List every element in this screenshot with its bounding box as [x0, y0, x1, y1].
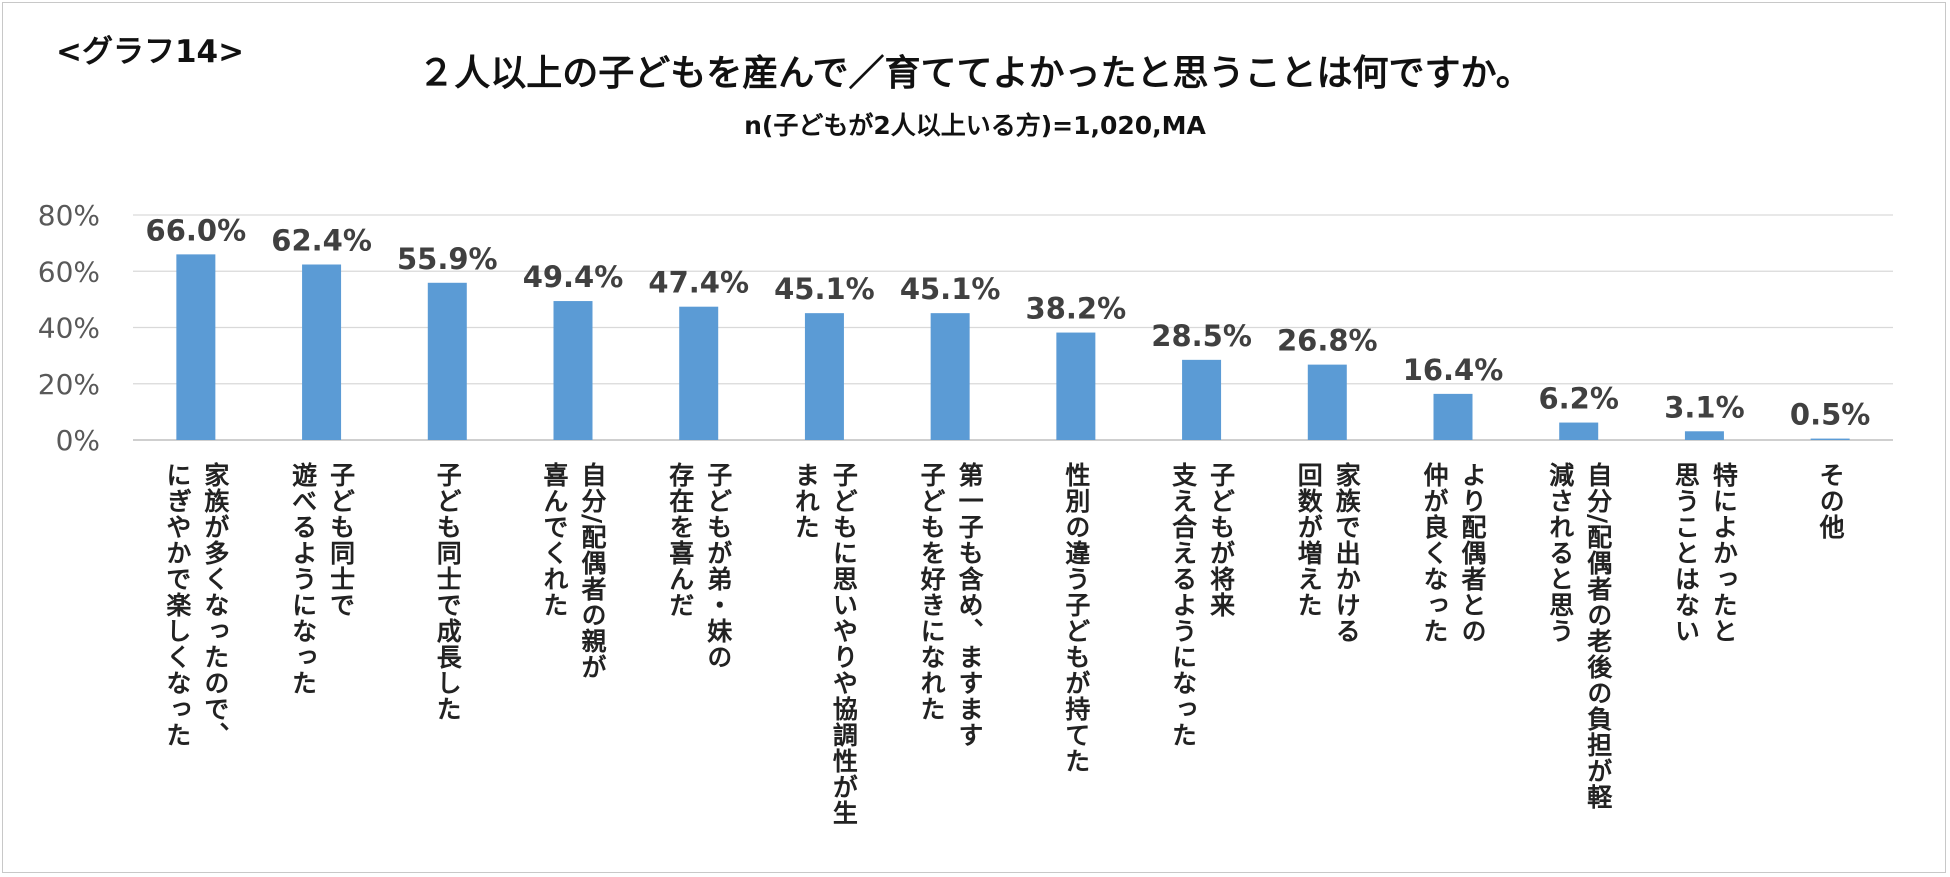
bar: [804, 313, 844, 440]
category-label-line: 第一子も含め、ますます: [955, 462, 985, 748]
category-label: 家族で出かける 回数が増えた: [1291, 462, 1363, 644]
data-label: 66.0%: [146, 213, 247, 247]
data-label: 38.2%: [1026, 292, 1127, 326]
category-label-line: 仲が良くなった: [1420, 462, 1449, 644]
category-label-line: 家族が多くなったので、: [200, 462, 230, 748]
data-label: 26.8%: [1277, 324, 1378, 358]
bar: [679, 306, 719, 440]
category-label: 自分/配偶者の親が 喜んでくれた: [537, 462, 609, 680]
category-label-line: 自分/配偶者の親が: [578, 462, 607, 681]
data-label: 49.4%: [523, 260, 624, 294]
category-label: 第一子も含め、ますます 子どもを好きになれた: [914, 462, 986, 748]
y-tick-label: 20%: [38, 368, 100, 401]
category-label-line: 遊べるようになった: [288, 462, 318, 696]
category-label: その他: [1813, 462, 1847, 540]
category-label: 子ども同士で成長した: [430, 462, 464, 722]
data-label: 16.4%: [1403, 353, 1504, 387]
category-label: 子どもに思いやりや協調性が生 まれた: [788, 462, 860, 826]
category-label-line: 家族で出かける: [1332, 462, 1362, 644]
data-label: 3.1%: [1664, 390, 1744, 424]
category-label-line: 減されると思う: [1545, 462, 1575, 644]
category-label-line: 存在を喜んだ: [665, 462, 695, 618]
chart-tag: <グラフ14>: [56, 34, 245, 70]
bar: [1559, 422, 1599, 440]
category-label: より配偶者との 仲が良くなった: [1417, 462, 1489, 644]
category-label-line: 自分/配偶者の老後の負担が軽: [1583, 462, 1613, 811]
data-label: 6.2%: [1538, 382, 1618, 416]
category-label-line: より配偶者との: [1458, 462, 1487, 644]
data-label: 45.1%: [774, 272, 875, 306]
category-label: 性別の違う子どもが持てた: [1059, 462, 1093, 774]
category-label-line: 子ども同士で成長した: [433, 462, 463, 722]
category-label-line: 支え合えるようになった: [1168, 462, 1198, 748]
category-label-line: 喜んでくれた: [540, 462, 569, 618]
data-label: 55.9%: [397, 242, 498, 276]
bar: [1433, 393, 1473, 440]
chart-subtitle: n(子どもが2人以上いる方)=1,020,MA: [744, 111, 1206, 140]
bar: [1684, 431, 1724, 440]
chart-title: ２人以上の子どもを産んで／育ててよかったと思うことは何ですか。: [418, 53, 1532, 94]
category-label-line: 子どもに思いやりや協調性が生: [829, 462, 859, 826]
bar: [1182, 359, 1222, 440]
y-tick-label: 0%: [56, 424, 100, 457]
y-tick-label: 80%: [38, 199, 100, 232]
y-tick-label: 40%: [38, 312, 100, 345]
category-label-line: 子どもを好きになれた: [917, 462, 947, 722]
category-label-line: まれた: [791, 462, 821, 540]
category-label-line: 子どもが弟・妹の: [703, 462, 733, 670]
category-label: 子どもが弟・妹の 存在を喜んだ: [663, 462, 735, 670]
category-label-line: 回数が増えた: [1294, 462, 1324, 618]
category-label: 子ども同士で 遊べるようになった: [286, 462, 358, 696]
bar: [1307, 364, 1347, 440]
category-label-line: 特によかったと: [1709, 462, 1739, 644]
category-label: 家族が多くなったので、 にぎやかで楽しくなった: [160, 462, 232, 748]
bar: [1056, 332, 1096, 440]
category-label: 自分/配偶者の老後の負担が軽 減されると思う: [1543, 462, 1615, 810]
category-label-line: 子ども同士で: [326, 462, 356, 618]
bar: [176, 254, 216, 440]
data-label: 0.5%: [1790, 398, 1870, 432]
category-label-line: 子どもが将来: [1206, 462, 1236, 618]
category-label-line: 性別の違う子どもが持てた: [1061, 462, 1091, 774]
category-label-line: 思うことはない: [1671, 462, 1701, 644]
category-label-line: にぎやかで楽しくなった: [162, 462, 192, 748]
data-label: 45.1%: [900, 272, 1001, 306]
y-tick-label: 60%: [38, 255, 100, 288]
category-label-line: その他: [1816, 462, 1846, 540]
data-label: 28.5%: [1151, 319, 1252, 353]
bar: [427, 282, 467, 440]
data-label: 47.4%: [648, 266, 749, 300]
bar: [302, 264, 342, 440]
category-label: 子どもが将来 支え合えるようになった: [1166, 462, 1238, 748]
bar: [930, 313, 970, 440]
bar: [1810, 438, 1850, 440]
category-label: 特によかったと 思うことはない: [1668, 462, 1740, 644]
data-label: 62.4%: [271, 224, 372, 258]
bar: [553, 301, 593, 440]
